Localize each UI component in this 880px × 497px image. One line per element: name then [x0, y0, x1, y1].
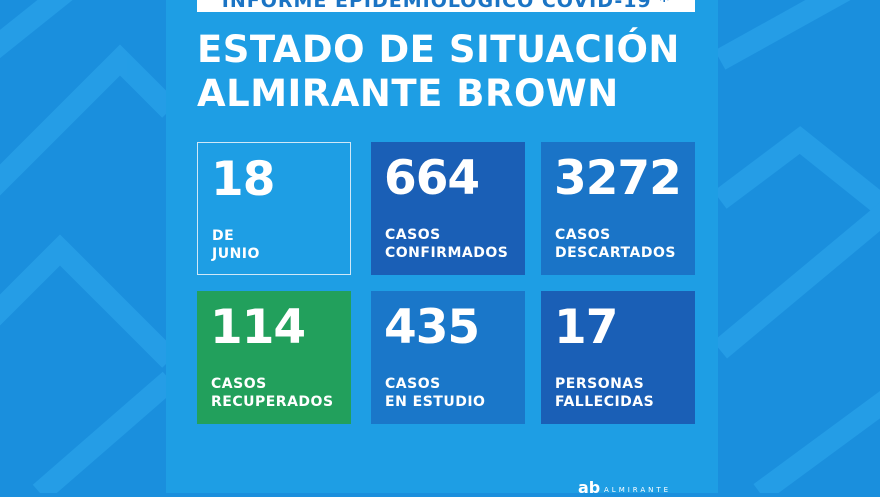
- discarded-cases-label: CASOS DESCARTADOS: [555, 226, 676, 262]
- discarded-label-line-1: CASOS: [555, 227, 611, 243]
- deceased-value: 17: [554, 300, 618, 355]
- under-study-cases-card: 435 CASOS EN ESTUDIO: [371, 291, 525, 424]
- municipality-logo: ab ALMIRANTE: [578, 478, 698, 497]
- date-day: 18: [211, 152, 275, 207]
- confirmed-cases-label: CASOS CONFIRMADOS: [385, 226, 508, 262]
- confirmed-label-line-1: CASOS: [385, 227, 441, 243]
- deceased-label-line-1: PERSONAS: [555, 376, 645, 392]
- under-study-label-line-1: CASOS: [385, 376, 441, 392]
- date-label: DE JUNIO: [212, 227, 260, 263]
- logo-mark: ab: [578, 478, 601, 497]
- recovered-cases-card: 114 CASOS RECUPERADOS: [197, 291, 351, 424]
- discarded-label-line-2: DESCARTADOS: [555, 245, 676, 261]
- confirmed-cases-card: 664 CASOS CONFIRMADOS: [371, 142, 525, 275]
- recovered-label-line-1: CASOS: [211, 376, 267, 392]
- discarded-cases-card: 3272 CASOS DESCARTADOS: [541, 142, 695, 275]
- recovered-cases-value: 114: [210, 300, 306, 355]
- confirmed-label-line-2: CONFIRMADOS: [385, 245, 509, 261]
- date-label-line-2: JUNIO: [212, 246, 260, 262]
- under-study-label-line-2: EN ESTUDIO: [385, 394, 486, 410]
- logo-text: ALMIRANTE: [604, 486, 672, 494]
- deceased-card: 17 PERSONAS FALLECIDAS: [541, 291, 695, 424]
- report-banner: INFORME EPIDEMIOLÓGICO COVID-19 *: [197, 0, 695, 12]
- confirmed-cases-value: 664: [384, 151, 480, 206]
- discarded-cases-value: 3272: [554, 151, 682, 206]
- date-label-line-1: DE: [212, 228, 235, 244]
- under-study-cases-label: CASOS EN ESTUDIO: [385, 375, 485, 411]
- title-line-1: ESTADO DE SITUACIÓN: [197, 28, 680, 71]
- page-title: ESTADO DE SITUACIÓN ALMIRANTE BROWN: [197, 28, 717, 116]
- title-line-2: ALMIRANTE BROWN: [197, 72, 619, 115]
- recovered-label-line-2: RECUPERADOS: [211, 394, 334, 410]
- deceased-label: PERSONAS FALLECIDAS: [555, 375, 654, 411]
- date-card: 18 DE JUNIO: [197, 142, 351, 275]
- deceased-label-line-2: FALLECIDAS: [555, 394, 655, 410]
- under-study-cases-value: 435: [384, 300, 480, 355]
- recovered-cases-label: CASOS RECUPERADOS: [211, 375, 334, 411]
